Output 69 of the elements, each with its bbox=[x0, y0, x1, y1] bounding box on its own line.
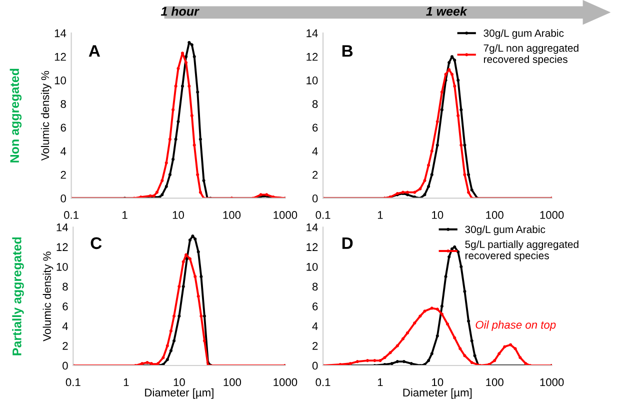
y-tick-label: 6 bbox=[60, 124, 66, 132]
x-tick-label: 1000 bbox=[540, 378, 564, 386]
x-tick-label: 1 bbox=[124, 378, 129, 386]
legend-label: 30g/L gum Arabic bbox=[465, 225, 546, 236]
x-tick-label: 1 bbox=[378, 378, 383, 386]
x-tick-label: 10 bbox=[432, 211, 444, 219]
x-tick-label: 10 bbox=[172, 211, 184, 219]
y-tick-label: 4 bbox=[62, 322, 68, 330]
x-tick-label: 1000 bbox=[540, 211, 564, 219]
x-tick-label: 100 bbox=[223, 211, 241, 219]
y-tick-label: 12 bbox=[56, 243, 68, 251]
y-tick-label: 10 bbox=[306, 262, 318, 271]
y-tick-label: 2 bbox=[312, 170, 318, 179]
y-tick-label: 10 bbox=[56, 262, 68, 271]
annotation: C bbox=[90, 237, 102, 250]
y-tick-label: 14 bbox=[56, 224, 68, 232]
y-tick-label: 6 bbox=[312, 302, 318, 310]
x-tick-label: 0.1 bbox=[316, 378, 330, 386]
y-tick-label: 8 bbox=[312, 100, 318, 108]
y-tick-label: 0 bbox=[60, 194, 66, 202]
y-tick-label: 8 bbox=[62, 282, 68, 291]
y-tick-label: 8 bbox=[60, 100, 66, 108]
x-tick-label: 100 bbox=[486, 211, 504, 219]
x-tick-label: 100 bbox=[486, 378, 504, 386]
y-tick-label: 2 bbox=[312, 342, 318, 350]
x-axis-title: Diameter [µm] bbox=[403, 388, 472, 399]
x-tick-label: 10 bbox=[174, 378, 185, 386]
annotation: D bbox=[342, 237, 353, 249]
annotation: B bbox=[342, 45, 353, 57]
y-axis-title: Volumic density % bbox=[40, 70, 52, 161]
x-tick-label: 1000 bbox=[274, 211, 298, 219]
text: 1 hour bbox=[160, 6, 200, 16]
x-tick-label: 0.1 bbox=[66, 378, 80, 386]
y-tick-label: 2 bbox=[62, 342, 68, 350]
annotation: A bbox=[88, 45, 100, 57]
legend-label: 5g/L partially aggregated recovered species bbox=[465, 240, 578, 262]
text: 1 week bbox=[426, 6, 468, 16]
y-tick-label: 14 bbox=[306, 224, 318, 232]
x-tick-label: 1000 bbox=[274, 378, 298, 386]
y-tick-label: 10 bbox=[54, 76, 66, 84]
x-axis-title: Diameter [µm] bbox=[145, 388, 214, 399]
y-tick-label: 0 bbox=[62, 362, 68, 370]
y-axis-title: Volumic density % bbox=[42, 252, 54, 342]
y-tick-label: 8 bbox=[312, 282, 318, 291]
y-tick-label: 12 bbox=[306, 52, 318, 61]
y-tick-label: 0 bbox=[312, 194, 318, 202]
y-tick-label: 2 bbox=[60, 170, 66, 179]
y-tick-label: 4 bbox=[60, 147, 66, 156]
x-tick-label: 100 bbox=[224, 378, 242, 386]
y-tick-label: 12 bbox=[306, 243, 318, 251]
y-tick-label: 6 bbox=[62, 302, 68, 310]
y-tick-label: 4 bbox=[312, 147, 318, 156]
y-tick-label: 6 bbox=[312, 124, 318, 132]
x-tick-label: 10 bbox=[432, 378, 444, 386]
x-tick-label: 0.1 bbox=[316, 211, 330, 219]
legend-label: 7g/L non aggregated recovered species bbox=[484, 44, 578, 66]
y-tick-label: 10 bbox=[306, 76, 318, 84]
x-tick-label: 0.1 bbox=[64, 211, 78, 219]
x-tick-label: 1 bbox=[122, 211, 128, 219]
y-tick-label: 14 bbox=[306, 29, 318, 38]
y-tick-label: 12 bbox=[54, 52, 66, 61]
legend-label: 30g/L gum Arabic bbox=[484, 29, 564, 39]
y-tick-label: 0 bbox=[312, 362, 318, 370]
y-tick-label: 14 bbox=[54, 29, 66, 38]
x-tick-label: 1 bbox=[378, 211, 383, 219]
text: Non aggregated bbox=[10, 68, 22, 162]
annotation: Oil phase on top bbox=[476, 320, 556, 331]
y-tick-label: 4 bbox=[312, 322, 318, 330]
text: Partially aggregated bbox=[12, 237, 24, 356]
